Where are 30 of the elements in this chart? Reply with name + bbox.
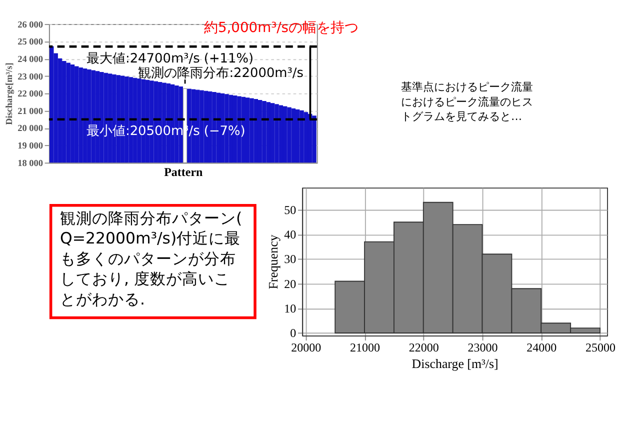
y-tick-label: 26 000 [18, 19, 44, 30]
y-tick-label: 23 000 [18, 71, 44, 82]
x-tick-label: 25000 [585, 340, 616, 355]
y-tick-label: 10 [284, 302, 296, 316]
y-axis-title: Discharge[m³/s] [4, 62, 16, 125]
y-tick-label: 30 [284, 252, 296, 266]
y-axis-title: Frequency [266, 234, 281, 290]
x-tick-label: 23000 [468, 340, 498, 355]
x-tick-label: 21000 [350, 340, 380, 355]
y-tick-label: 0 [290, 326, 296, 340]
y-tick-label: 18 000 [18, 158, 44, 168]
text: 基準点におけるピーク流量におけるピーク流量のヒストグラムを見てみると… [401, 80, 534, 124]
y-tick-label: 22 000 [18, 88, 44, 99]
ref-line-label: 最大値:24700m³/s (+11%) [86, 51, 254, 66]
y-tick-label: 50 [284, 202, 296, 217]
annotation: 観測の降雨分布:22000m³/s [138, 66, 304, 81]
y-tick-label: 24 000 [18, 54, 44, 64]
y-tick-label: 25 000 [18, 36, 44, 47]
x-tick-label: 24000 [526, 340, 557, 355]
text: 観測の降雨分布パターン(Q=22000m³/s)付近に最も多くのパターンが分布しており, 度数が高いことがわかる. [60, 208, 242, 309]
x-tick-label: 22000 [408, 340, 439, 355]
y-tick-label: 20 000 [18, 123, 44, 134]
x-tick-label: 20000 [291, 340, 322, 355]
y-tick-label: 20 [284, 276, 296, 291]
y-tick-label: 40 [284, 228, 296, 242]
x-axis-title: Pattern [164, 165, 204, 180]
x-axis-title: Discharge [m³/s] [412, 356, 498, 372]
y-tick-label: 19 000 [18, 140, 44, 151]
annotation: 約5,000m³/sの幅を持つ [204, 20, 359, 36]
y-tick-label: 21 000 [18, 106, 44, 116]
